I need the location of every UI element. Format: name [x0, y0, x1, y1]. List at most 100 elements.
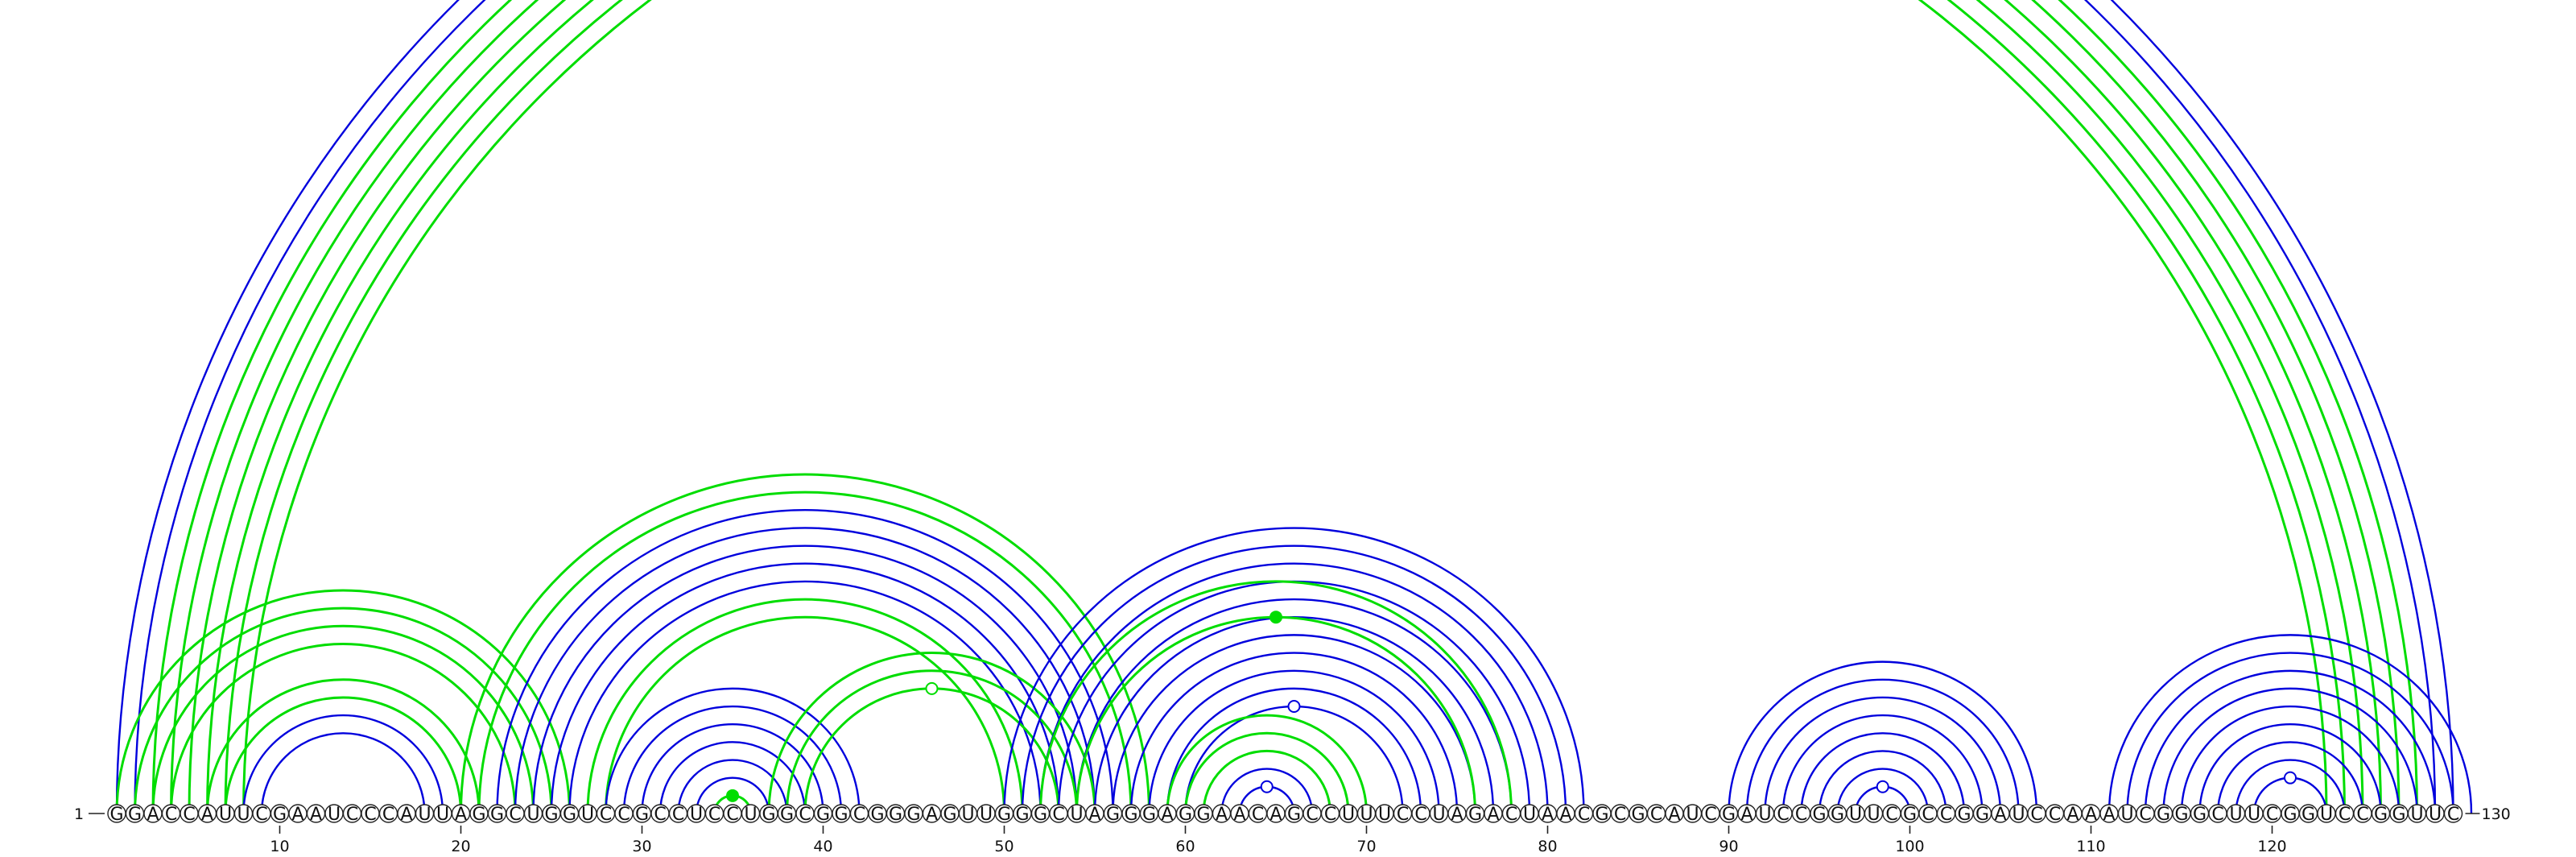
nucleotide-letter: C [600, 805, 612, 825]
nucleotide: U [1429, 804, 1449, 825]
nucleotide: G [1194, 804, 1213, 825]
nucleotide-letter: G [816, 805, 830, 825]
nucleotide-letter: U [2410, 805, 2423, 825]
nucleotide-letter: C [2447, 805, 2459, 825]
tick-label: 100 [1895, 838, 1924, 855]
nucleotide: G [2190, 804, 2210, 825]
nucleotide-letter: C [726, 805, 738, 825]
base-pair-arc [1800, 732, 1966, 814]
base-pair-arc [1836, 768, 1930, 814]
base-pair-arc [532, 544, 1078, 814]
nucleotide: C [1773, 804, 1793, 825]
nucleotide-letter: U [961, 805, 974, 825]
nucleotide-letter: C [1614, 805, 1626, 825]
nucleotide-letter: C [1252, 805, 1264, 825]
nucleotide: U [523, 804, 543, 825]
nucleotide: U [324, 804, 344, 825]
nucleotide: U [1339, 804, 1358, 825]
nucleotide: C [2045, 804, 2065, 825]
nucleotide-letter: U [2012, 805, 2025, 825]
nucleotide-letter: C [617, 805, 630, 825]
nucleotide-letter: C [1940, 805, 1952, 825]
nucleotide: A [143, 804, 163, 825]
nucleotide-letter: U [219, 805, 232, 825]
nucleotide: U [2244, 804, 2264, 825]
nucleotide-letter: G [997, 805, 1011, 825]
nucleotide: G [1284, 804, 1304, 825]
nucleotide: G [886, 804, 906, 825]
nucleotide: G [2153, 804, 2174, 825]
nucleotide-letter: G [544, 805, 558, 825]
nucleotide: U [1864, 804, 1884, 825]
nucleotide-letter: U [1686, 805, 1699, 825]
base-pair-arc [605, 615, 1005, 814]
nucleotide: C [161, 804, 181, 825]
nucleotide-letter: U [1523, 805, 1536, 825]
nucleotide: G [1121, 804, 1141, 825]
nucleotide-letter: C [1397, 805, 1409, 825]
nucleotide: C [1882, 804, 1901, 825]
nucleotide-letter: U [2320, 805, 2333, 825]
nucleotide-letter: A [147, 805, 159, 825]
nucleotide: A [1447, 804, 1467, 825]
nucleotide: A [306, 804, 326, 825]
base-pair-arc [2216, 741, 2364, 814]
nucleotide-letter: G [1015, 805, 1029, 825]
nucleotide-letter: U [237, 805, 250, 825]
nucleotide: G [1030, 804, 1051, 825]
nucleotide-letter: G [2392, 805, 2405, 825]
nucleotide: A [2099, 804, 2119, 825]
nucleotide: C [1610, 804, 1630, 825]
nucleotide: G [1465, 804, 1485, 825]
nucleotide: A [1991, 804, 2010, 825]
base-pair-arc [1818, 750, 1947, 814]
base-pair-arc [1202, 749, 1331, 814]
nucleotide-letter: G [635, 805, 649, 825]
base-pair-arc [1003, 527, 1585, 814]
nucleotide-letter: C [2139, 805, 2151, 825]
nucleotide-letter: U [418, 805, 431, 825]
nucleotide: A [1230, 804, 1249, 825]
nucleotide-letter: G [1812, 805, 1826, 825]
base-pair-arc [695, 776, 770, 814]
tick-label: 40 [813, 838, 832, 855]
nucleotide-letter: A [2103, 805, 2115, 825]
nucleotide-letter: A [2066, 805, 2079, 825]
nucleotide-letter: A [1994, 805, 2006, 825]
nucleotide-letter: C [1414, 805, 1426, 825]
nucleotide-letter: G [472, 805, 485, 825]
nucleotide: U [1846, 804, 1865, 825]
nucleotide: U [976, 804, 996, 825]
nucleotide: G [832, 804, 851, 825]
nucleotide-letter: C [1777, 805, 1789, 825]
nucleotide-letter: C [853, 805, 865, 825]
nucleotide: U [687, 804, 706, 825]
nucleotide: G [940, 804, 960, 825]
nucleotide: C [1646, 804, 1666, 825]
nucleotide: U [1356, 804, 1377, 825]
nucleotide-letter: U [2229, 805, 2242, 825]
nucleotide: U [233, 804, 254, 825]
nucleotide: G [1629, 804, 1648, 825]
nucleotide: A [2063, 804, 2083, 825]
nucleotide-letter: C [654, 805, 666, 825]
nucleotide-letter: G [1722, 805, 1736, 825]
base-pair-arc [242, 0, 2328, 814]
nucleotide-letter: A [310, 805, 322, 825]
nucleotide: C [668, 804, 688, 825]
nucleotide: A [1538, 804, 1558, 825]
nucleotide: U [216, 804, 235, 825]
nucleotide-letter: C [2049, 805, 2061, 825]
nucleotide-letter: C [255, 805, 267, 825]
nucleotide-letter: U [980, 805, 993, 825]
base-pair-arc [496, 509, 1114, 814]
nucleotide-letter: A [455, 805, 467, 825]
nucleotide-letter: G [1179, 805, 1192, 825]
nucleotide: A [1266, 804, 1286, 825]
nucleotide-letter: G [1903, 805, 1917, 825]
nucleotide: G [1013, 804, 1032, 825]
nucleotide: G [1810, 804, 1829, 825]
nucleotide-letter: G [870, 805, 884, 825]
base-pair-arc [1093, 616, 1495, 814]
nucleotide: U [415, 804, 435, 825]
